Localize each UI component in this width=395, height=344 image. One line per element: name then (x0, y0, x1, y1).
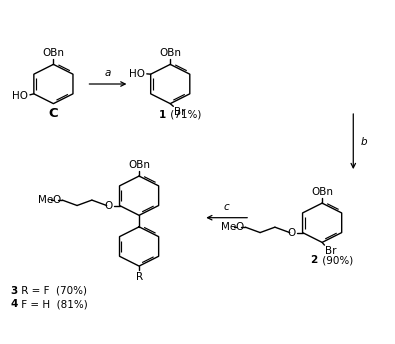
Text: O: O (235, 222, 243, 232)
Text: OBn: OBn (311, 187, 333, 197)
Text: O: O (105, 201, 113, 211)
Text: R: R (135, 271, 143, 281)
Text: HO: HO (12, 90, 28, 100)
Text: R = F  (70%): R = F (70%) (18, 286, 87, 295)
Text: c: c (224, 202, 229, 212)
Text: F = H  (81%): F = H (81%) (18, 299, 88, 309)
Text: C: C (49, 107, 58, 120)
Text: HO: HO (129, 68, 145, 78)
Text: OBn: OBn (128, 160, 150, 170)
Text: Me: Me (222, 222, 237, 232)
Text: Me: Me (38, 195, 54, 205)
Text: O: O (52, 195, 60, 205)
Text: Br: Br (325, 246, 337, 256)
Text: 2: 2 (310, 255, 318, 265)
Text: a: a (105, 68, 111, 78)
Text: Br: Br (174, 107, 186, 117)
Text: OBn: OBn (42, 48, 64, 58)
Text: 4: 4 (11, 299, 18, 309)
Text: b: b (360, 137, 367, 147)
Text: O: O (288, 228, 296, 238)
Text: OBn: OBn (159, 48, 181, 58)
Text: (90%): (90%) (319, 255, 353, 265)
Text: 1: 1 (158, 109, 166, 120)
Text: 3: 3 (11, 286, 18, 295)
Text: (71%): (71%) (167, 109, 201, 120)
